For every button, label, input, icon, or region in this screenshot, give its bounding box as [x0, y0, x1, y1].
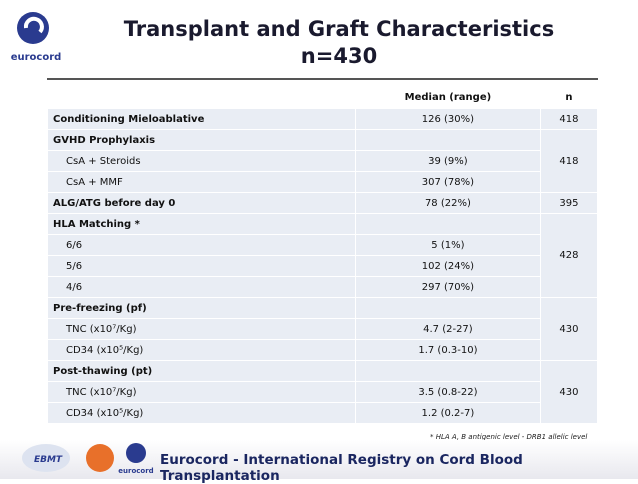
median-cell: 102 (24%)	[354, 255, 541, 277]
row-label: HLA Matching *	[47, 213, 356, 235]
row-label: TNC (x10⁷/Kg)	[47, 318, 356, 340]
title: Transplant and Graft Characteristics n=43…	[0, 16, 638, 70]
title-text: Transplant and Graft Characteristics	[123, 17, 555, 41]
table-row: Post-thawing (pt) 430	[47, 360, 599, 424]
median-cell	[354, 360, 541, 382]
row-label: GVHD Prophylaxis	[47, 129, 356, 151]
logo-text: eurocord	[11, 52, 62, 63]
footnote: * HLA A, B antigenic level - DRB1 alleli…	[430, 433, 588, 441]
header-cell: Median (range)	[354, 85, 541, 109]
table-row: CsA + Steroids 39 (9%)	[47, 150, 598, 172]
header-cell: n	[539, 85, 599, 109]
footer-logos: EBMT eurocord	[22, 443, 154, 475]
subtitle: n=430	[300, 44, 378, 68]
table-row: 4/6 297 (70%)	[47, 276, 598, 298]
row-label: Post-thawing (pt)	[47, 360, 356, 382]
median-cell: 297 (70%)	[354, 276, 541, 298]
n-cell: 430	[539, 297, 599, 361]
table-row: CD34 (x10⁵/Kg) 1.2 (0.2-7)	[47, 402, 598, 424]
median-cell: 78 (22%)	[354, 192, 541, 214]
n-cell: 418	[539, 129, 599, 193]
table: Median (range) n Conditioning Mieloablativ…	[47, 85, 599, 424]
median-cell: 5 (1%)	[354, 234, 541, 256]
table-row: 6/6 5 (1%)	[47, 234, 598, 256]
n-cell: 418	[539, 108, 599, 130]
table-row: Pre-freezing (pf) 430	[47, 297, 599, 361]
table-row: CsA + MMF 307 (78%)	[47, 171, 598, 193]
table-row: HLA Matching * 428	[47, 213, 599, 298]
row-label: CD34 (x10⁵/Kg)	[47, 402, 356, 424]
row-label: 6/6	[47, 234, 356, 256]
row-label: Pre-freezing (pf)	[47, 297, 356, 319]
n-cell: 428	[539, 213, 599, 298]
row-label: 4/6	[47, 276, 356, 298]
median-cell: 1.2 (0.2-7)	[354, 402, 541, 424]
header-row: Median (range) n	[47, 85, 599, 109]
table-row: GVHD Prophylaxis 418	[47, 129, 599, 193]
row-label: CsA + MMF	[47, 171, 356, 193]
n-cell: 395	[539, 192, 599, 214]
logo: eurocord	[11, 12, 62, 63]
median-cell: 1.7 (0.3-10)	[354, 339, 541, 361]
median-cell: 126 (30%)	[354, 108, 541, 130]
row-label: ALG/ATG before day 0	[47, 192, 356, 214]
row-label: CD34 (x10⁵/Kg)	[47, 339, 356, 361]
table-row: CD34 (x10⁵/Kg) 1.7 (0.3-10)	[47, 339, 598, 361]
row-label: TNC (x10⁷/Kg)	[47, 381, 356, 403]
median-cell: 39 (9%)	[354, 150, 541, 172]
table-row: 5/6 102 (24%)	[47, 255, 598, 277]
header-cell	[47, 85, 356, 109]
logo-text: eurocord	[118, 467, 153, 475]
table-row: TNC (x10⁷/Kg) 3.5 (0.8-22)	[47, 381, 598, 403]
median-cell	[354, 297, 541, 319]
median-cell: 3.5 (0.8-22)	[354, 381, 541, 403]
median-cell	[354, 213, 541, 235]
rule	[47, 78, 598, 80]
table-row: Conditioning Mieloablative 126 (30%) 418	[47, 108, 599, 130]
row-label: CsA + Steroids	[47, 150, 356, 172]
median-cell: 307 (78%)	[354, 171, 541, 193]
table-row: ALG/ATG before day 0 78 (22%) 395	[47, 192, 599, 214]
footer-text: Eurocord - International Registry on Cor…	[160, 452, 523, 484]
row-label: 5/6	[47, 255, 356, 277]
table-row: TNC (x10⁷/Kg) 4.7 (2-27)	[47, 318, 598, 340]
n-cell: 430	[539, 360, 599, 424]
row-label: Conditioning Mieloablative	[47, 108, 356, 130]
median-cell	[354, 129, 541, 151]
logo-text: EBMT	[34, 455, 63, 465]
median-cell: 4.7 (2-27)	[354, 318, 541, 340]
